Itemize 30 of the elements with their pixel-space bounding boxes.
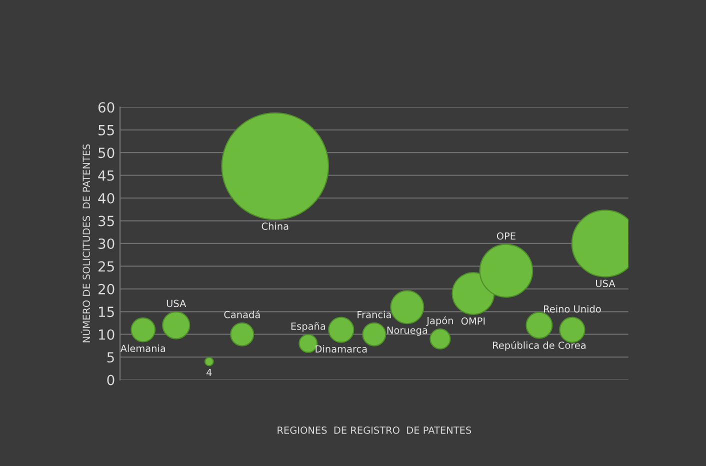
y-tick-label: 50: [98, 148, 114, 158]
y-tick-label: 25: [98, 261, 114, 272]
data-label: Noruega: [387, 326, 428, 336]
data-label: España: [291, 322, 326, 332]
data-label: OPE: [496, 232, 516, 240]
data-label: Alemania: [120, 344, 166, 352]
y-axis-title: NÚMERO DE SOLICITUDES DE PATENTES: [80, 144, 90, 342]
y-tick-label: 10: [99, 329, 114, 340]
data-label: 4: [206, 368, 212, 376]
data-label: República de Corea: [493, 341, 586, 351]
y-tick-label: 40: [98, 193, 114, 204]
data-label: Dinamarca: [316, 345, 367, 353]
data-label: China: [262, 222, 288, 230]
data-label: Reino Unido: [544, 305, 601, 313]
y-tick-label: 35: [98, 216, 114, 226]
y-tick-label: 20: [98, 284, 114, 294]
y-tick-label: 5: [107, 352, 114, 363]
y-tick-label: 0: [107, 374, 114, 386]
y-tick-label: 45: [98, 170, 114, 181]
y-tick-label: 55: [98, 125, 114, 136]
y-tick-label: 30: [98, 238, 114, 249]
x-axis-title: REGIONES DE REGISTRO DE PATENTES: [278, 426, 472, 434]
data-label: OMPI: [461, 317, 485, 325]
data-label: USA: [596, 280, 616, 288]
data-label: Japón: [426, 316, 453, 326]
y-tick-label: 15: [99, 306, 114, 318]
data-label: Canadá: [224, 310, 260, 318]
data-label: Francia: [358, 310, 391, 318]
data-label: USA: [166, 300, 186, 308]
y-tick-label: 60: [98, 102, 114, 113]
